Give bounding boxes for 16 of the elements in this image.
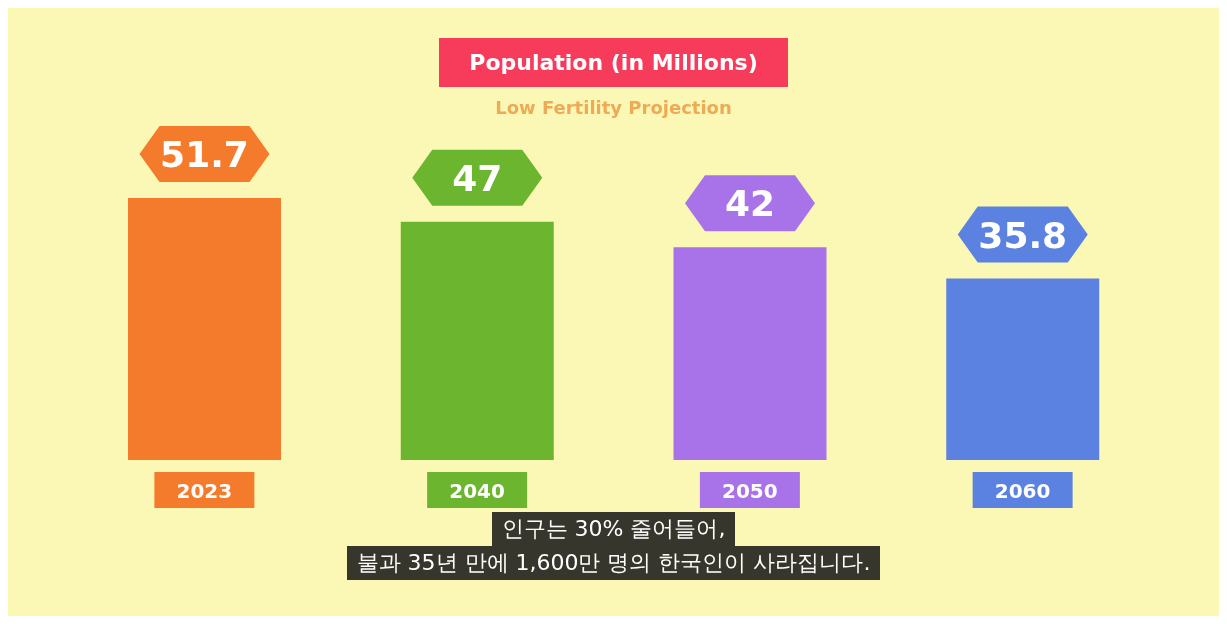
- bar: [673, 247, 827, 460]
- x-tick-label: 2060: [994, 479, 1051, 503]
- x-tick-label: 2023: [176, 479, 233, 503]
- bar: [128, 198, 282, 460]
- x-tick-label: 2040: [449, 479, 505, 503]
- data-label: 35.8: [978, 214, 1068, 256]
- x-tick-label: 2050: [722, 479, 778, 503]
- chart-title: Population (in Millions): [439, 38, 788, 87]
- text: 불과 35년 만에 1,600만 명의 한국인이 사라집니다.: [346, 546, 881, 580]
- bar: [946, 278, 1100, 460]
- data-label: 51.7: [160, 134, 249, 175]
- chart-subtitle: Low Fertility Projection: [494, 97, 733, 118]
- data-label: 42: [724, 183, 776, 225]
- bar: [400, 221, 554, 460]
- text: 인구는 30% 줄어들어,: [491, 512, 736, 546]
- data-label: 47: [452, 157, 503, 199]
